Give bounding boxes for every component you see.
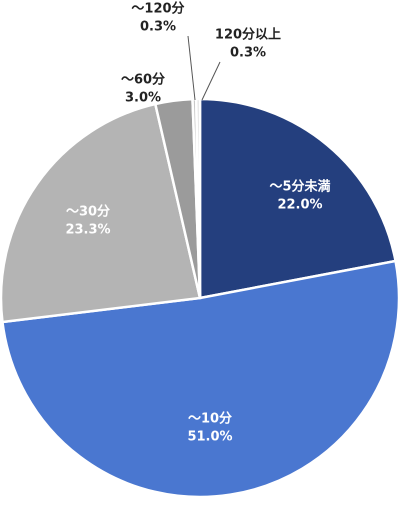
pie-slice <box>198 97 397 300</box>
pie-slice <box>1 259 400 499</box>
slice-label: ～10分 <box>188 411 232 427</box>
slice-label: 120分以上 <box>215 27 281 43</box>
pie-slice <box>194 97 202 299</box>
leader-line <box>201 61 221 101</box>
slice-value-label: 51.0% <box>187 430 232 445</box>
slice-label: ～5分未満 <box>269 179 330 195</box>
leader-line <box>187 35 196 101</box>
labels: ～5分未満 22.0% ～10分 51.0% ～30分 23.3% ～60分 3.0% ～120… <box>65 1 330 445</box>
pie-slice <box>0 102 202 324</box>
slice-value-label: 0.3% <box>140 20 176 35</box>
slice-label: ～60分 <box>121 72 165 88</box>
slice-value-label: 0.3% <box>230 46 266 61</box>
slice-value-label: 22.0% <box>277 198 322 213</box>
pie <box>0 97 400 499</box>
slice-label: ～120分 <box>131 1 184 17</box>
slice-label: ～30分 <box>66 204 110 220</box>
slice-value-label: 3.0% <box>125 91 161 106</box>
slice-value-label: 23.3% <box>65 223 110 238</box>
